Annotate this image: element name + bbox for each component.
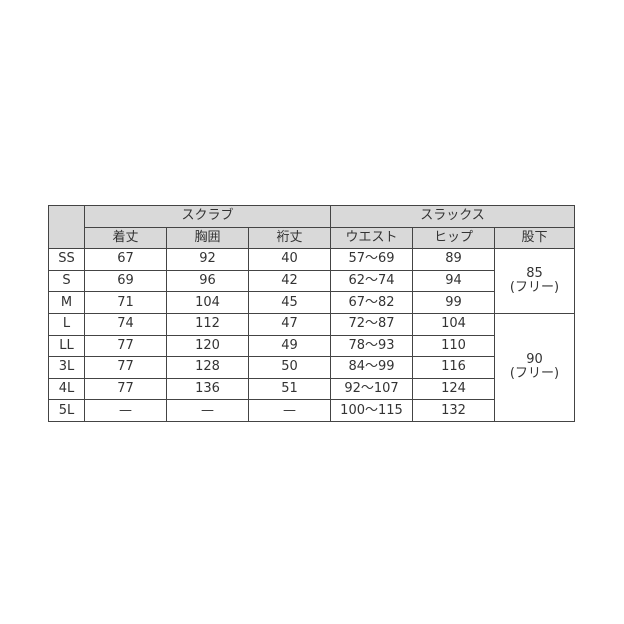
cell-hip: 110 bbox=[412, 334, 495, 358]
table-row: SS 67 92 40 57〜69 89 85 (フリー) bbox=[48, 248, 575, 314]
inseam-note: (フリー) bbox=[509, 280, 560, 296]
cell-waist: 92〜107 bbox=[330, 377, 413, 401]
cell-kitake: 77 bbox=[84, 377, 167, 401]
inseam-value: 90 bbox=[526, 352, 543, 368]
cell-kitake: 71 bbox=[84, 291, 167, 314]
cell-inseam: 85 (フリー) bbox=[494, 248, 575, 314]
cell-kyoui: 104 bbox=[166, 291, 249, 314]
group-header-scrub: スクラブ bbox=[84, 205, 331, 228]
cell-size: M bbox=[48, 291, 85, 314]
cell-size: S bbox=[48, 269, 85, 293]
group-header-slacks: スラックス bbox=[330, 205, 575, 228]
cell-kyoui: 120 bbox=[166, 334, 249, 358]
cell-hip: 132 bbox=[412, 399, 495, 422]
col-header: 裄丈 bbox=[248, 226, 331, 250]
cell-kitake: 74 bbox=[84, 312, 167, 336]
cell-kitake: 69 bbox=[84, 269, 167, 293]
cell-hip: 99 bbox=[412, 291, 495, 314]
table-row: 5L — — —100〜115 132 bbox=[48, 399, 575, 422]
cell-yukitake: 42 bbox=[248, 269, 331, 293]
cell-yukitake: — bbox=[248, 399, 331, 422]
cell-size: 4L bbox=[48, 377, 85, 401]
table-row: 3L 77 128 50 84〜99 116 bbox=[48, 356, 575, 379]
cell-kitake: 67 bbox=[84, 248, 167, 271]
col-header: ウエスト bbox=[330, 226, 413, 250]
table-row: L 74 112 47 72〜87 104 90 (フリー) bbox=[48, 312, 575, 422]
cell-kyoui: 136 bbox=[166, 377, 249, 401]
cell-yukitake: 40 bbox=[248, 248, 331, 271]
cell-yukitake: 49 bbox=[248, 334, 331, 358]
cell-waist: 62〜74 bbox=[330, 269, 413, 293]
group-header-row: スクラブ スラックス bbox=[48, 204, 575, 250]
cell-hip: 94 bbox=[412, 269, 495, 293]
col-header: 胸囲 bbox=[166, 226, 249, 250]
cell-waist: 57〜69 bbox=[330, 248, 413, 271]
cell-size: 3L bbox=[48, 356, 85, 379]
cell-size: LL bbox=[48, 334, 85, 358]
cell-waist: 78〜93 bbox=[330, 334, 413, 358]
size-chart-table: スクラブ スラックス 着丈 胸囲 裄丈 ウエスト ヒップ 股下 SS 67 92 40… bbox=[48, 204, 575, 422]
cell-yukitake: 50 bbox=[248, 356, 331, 379]
cell-waist: 84〜99 bbox=[330, 356, 413, 379]
cell-kyoui: 112 bbox=[166, 312, 249, 336]
cell-yukitake: 45 bbox=[248, 291, 331, 314]
cell-kyoui: 92 bbox=[166, 248, 249, 271]
table-row: LL 77 120 49 78〜93 110 bbox=[48, 334, 575, 358]
cell-waist: 100〜115 bbox=[330, 399, 413, 422]
cell-waist: 67〜82 bbox=[330, 291, 413, 314]
cell-size: SS bbox=[48, 248, 85, 271]
cell-yukitake: 51 bbox=[248, 377, 331, 401]
cell-hip: 104 bbox=[412, 312, 495, 336]
cell-hip: 124 bbox=[412, 377, 495, 401]
size-header-blank bbox=[48, 204, 85, 250]
col-header: ヒップ bbox=[412, 226, 495, 250]
cell-size: 5L bbox=[48, 399, 85, 422]
cell-kyoui: 96 bbox=[166, 269, 249, 293]
cell-inseam: 90 (フリー) bbox=[494, 312, 575, 422]
cell-waist: 72〜87 bbox=[330, 312, 413, 336]
cell-kitake: 77 bbox=[84, 334, 167, 358]
cell-hip: 89 bbox=[412, 248, 495, 271]
col-header: 股下 bbox=[494, 226, 575, 250]
cell-kitake: 77 bbox=[84, 356, 167, 379]
col-header: 着丈 bbox=[84, 226, 167, 250]
cell-size: L bbox=[48, 312, 85, 336]
cell-hip: 116 bbox=[412, 356, 495, 379]
column-header-row: 着丈 胸囲 裄丈 ウエスト ヒップ 股下 bbox=[49, 226, 575, 250]
cell-yukitake: 47 bbox=[248, 312, 331, 336]
inseam-value: 85 bbox=[526, 266, 543, 282]
cell-kyoui: — bbox=[166, 399, 249, 422]
inseam-note: (フリー) bbox=[509, 366, 560, 382]
cell-kyoui: 128 bbox=[166, 356, 249, 379]
cell-kitake: — bbox=[84, 399, 167, 422]
